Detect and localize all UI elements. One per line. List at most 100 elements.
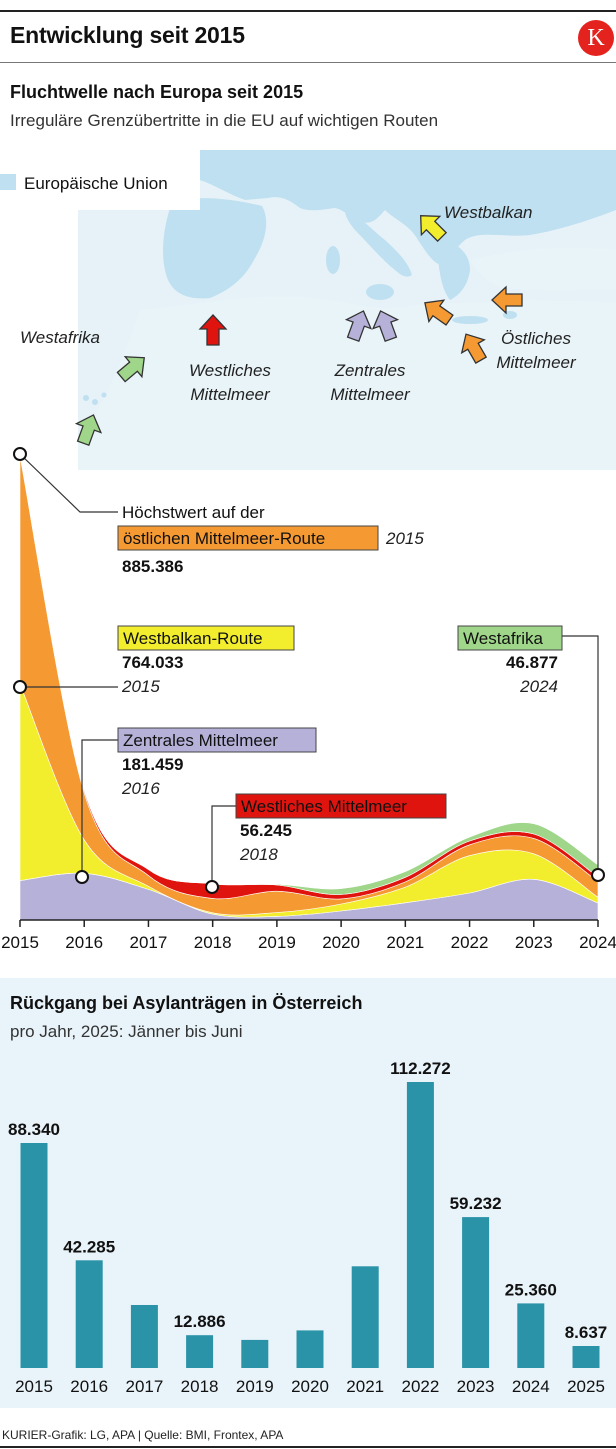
x-tick-label: 2023 [515, 933, 553, 952]
bar-2019 [241, 1339, 269, 1368]
kurier-logo: K [578, 20, 614, 56]
bar-category-label: 2017 [125, 1377, 163, 1396]
annotation-central-med-value: 181.459 [122, 755, 183, 774]
annotation-westafrika-value: 46.877 [506, 653, 558, 672]
annotation-westafrika-label: Westafrika [463, 629, 544, 648]
x-tick-label: 2017 [130, 933, 168, 952]
bar-2025 [572, 1346, 600, 1368]
bar-2021 [351, 1266, 379, 1368]
flow-chart: 2015 2016 2017 2018 2019 2020 2021 2022 2023 2024… [1, 447, 616, 952]
bar-category-label: 2019 [236, 1377, 274, 1396]
x-tick-label: 2018 [194, 933, 232, 952]
annotation-east-med-value: 885.386 [122, 557, 183, 576]
east-med-arrow-3 [460, 333, 488, 365]
bar-value-label: 112.272 [390, 1059, 451, 1078]
eu-italy [345, 212, 412, 277]
page-title: Entwicklung seit 2015 [10, 22, 245, 48]
eu-crete [452, 316, 488, 324]
x-tick-label: 2019 [258, 933, 296, 952]
annotation-east-med-label: östlichen Mittelmeer-Route [123, 529, 325, 548]
marker-west-med [205, 880, 219, 894]
label-westafrika: Westafrika [20, 328, 100, 347]
annotation-west-med-box [235, 793, 447, 819]
marker-peak-east-med [13, 447, 27, 461]
map-section-subtitle: Irreguläre Grenzübertritte in die EU auf… [10, 111, 439, 130]
bar-value-label: 88.340 [8, 1120, 60, 1139]
annotation-central-med-box [117, 727, 317, 753]
x-tick-label: 2016 [65, 933, 103, 952]
top-rule [0, 10, 616, 12]
bottom-rule [0, 1446, 616, 1448]
bar-2023 [462, 1217, 490, 1368]
asylum-chart-title: Rückgang bei Asylanträgen in Österreich [10, 993, 363, 1013]
asylum-bar-chart: 88.340 2015 42.285 2016 2017 12.886 2018 2019 20… [8, 1059, 607, 1396]
east-med-arrow-2 [424, 299, 454, 326]
marker-westbalkan [13, 680, 27, 694]
annotation-east-med-year: 2015 [385, 529, 424, 548]
x-tick-label: 2022 [451, 933, 489, 952]
annotation-west-med-value: 56.245 [240, 821, 292, 840]
eu-canary-island [92, 399, 98, 405]
connector-central-med [81, 739, 118, 877]
central-med-arrow-1 [344, 310, 373, 343]
bar-2020 [296, 1330, 324, 1368]
route-map: Europäische Union Westafrika Westliches … [0, 150, 616, 470]
annotation-westafrika-year: 2024 [519, 677, 558, 696]
marker-central-med [75, 870, 89, 884]
annotation-peak-intro: Höchstwert auf der [122, 503, 265, 522]
bar-2024 [517, 1303, 545, 1368]
x-tick-label: 2020 [322, 933, 360, 952]
bar-2018 [186, 1335, 214, 1368]
map-section-title: Fluchtwelle nach Europa seit 2015 [10, 82, 304, 102]
annotation-westafrika-box [457, 625, 563, 651]
bar-group: 88.340 2015 42.285 2016 2017 12.886 2018 2019 20… [8, 1059, 607, 1396]
annotation-westbalkan-label: Westbalkan-Route [123, 629, 263, 648]
area-series-3 [19, 454, 599, 900]
annotation-westbalkan-year: 2015 [121, 677, 160, 696]
bar-category-label: 2018 [181, 1377, 219, 1396]
bar-category-label: 2015 [15, 1377, 53, 1396]
bar-value-label: 12.886 [174, 1312, 226, 1331]
eu-sardinia [326, 246, 340, 274]
annotation-westbalkan-value: 764.033 [122, 653, 183, 672]
label-west-med-line2: Mittelmeer [190, 385, 271, 404]
bar-value-label: 25.360 [505, 1280, 557, 1299]
connector-westafrika [562, 635, 599, 875]
label-west-med-line1: Westliches [189, 361, 271, 380]
bar-category-label: 2024 [512, 1377, 550, 1396]
turkey-land [470, 248, 616, 291]
central-med-arrow-2 [371, 310, 400, 343]
label-central-med-line1: Zentrales [334, 361, 406, 380]
label-east-med-line1: Östliches [501, 329, 571, 348]
eu-europe-region [200, 150, 616, 265]
bar-2017 [130, 1305, 158, 1368]
source-credit: KURIER-Grafik: LG, APA | Quelle: BMI, Fr… [2, 1428, 284, 1442]
bar-value-label: 8.637 [565, 1323, 608, 1342]
east-med-arrow-1 [491, 285, 523, 315]
bar-value-label: 42.285 [63, 1237, 115, 1256]
eu-greece [438, 240, 470, 300]
annotation-central-med-year: 2016 [121, 779, 160, 798]
eu-legend-label: Europäische Union [24, 174, 168, 193]
eu-legend-swatch [0, 174, 16, 190]
west-med-arrow [198, 314, 228, 346]
connector-east-med [19, 453, 118, 513]
area-series-2 [19, 455, 599, 916]
label-westbalkan: Westbalkan [444, 203, 533, 222]
label-east-med-line2: Mittelmeer [496, 353, 577, 372]
westafrika-arrow-2 [74, 414, 103, 447]
eu-canary-island [101, 392, 107, 398]
x-tick-label: 2021 [386, 933, 424, 952]
asylum-chart-subtitle: pro Jahr, 2025: Jänner bis Juni [10, 1022, 243, 1041]
x-tick-label: 2015 [1, 933, 39, 952]
eu-sicily [366, 284, 394, 300]
bar-2015 [20, 1143, 48, 1368]
annotation-westbalkan-box [117, 625, 295, 651]
annotation-east-med-box [117, 525, 379, 551]
bar-2016 [75, 1260, 103, 1368]
westbalkan-arrow [420, 215, 448, 243]
bar-2022 [406, 1082, 434, 1368]
bar-value-label: 59.232 [450, 1194, 502, 1213]
eu-canary-island [83, 395, 89, 401]
title-divider [0, 62, 616, 63]
